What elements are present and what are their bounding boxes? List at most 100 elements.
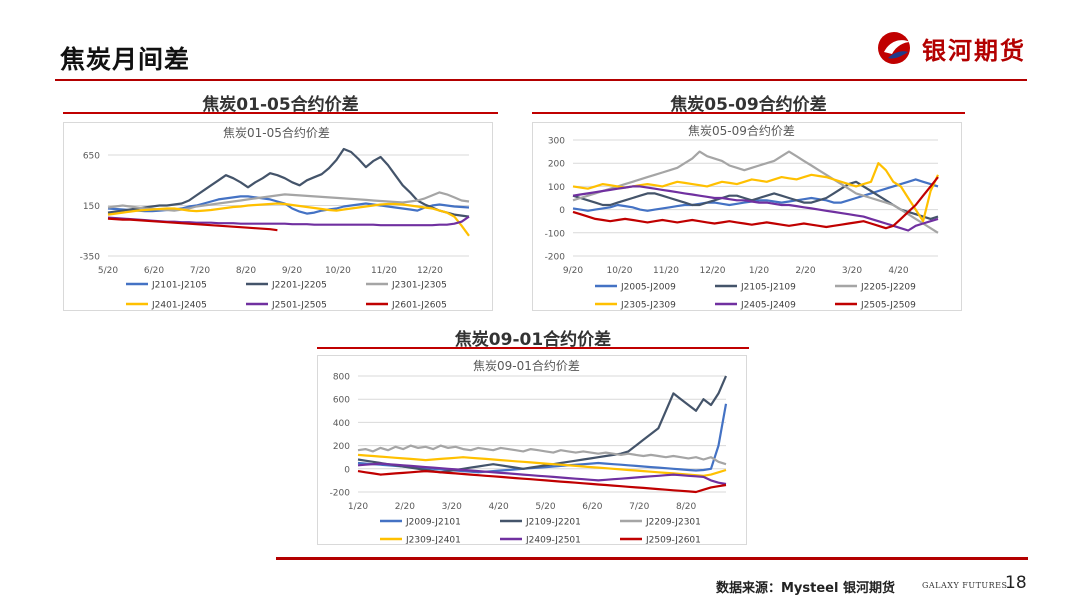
series-line-J2105-J2109 bbox=[572, 180, 939, 221]
x-tick-label: 8/20 bbox=[676, 502, 696, 512]
heading-divider bbox=[63, 112, 498, 114]
legend-label: J2305-J2309 bbox=[620, 301, 676, 311]
y-tick-label: 400 bbox=[333, 419, 350, 429]
y-tick-label: -100 bbox=[545, 229, 566, 239]
logo-text: 银河期货 bbox=[922, 37, 1026, 65]
series-line-J2205-J2209 bbox=[572, 150, 939, 234]
x-tick-label: 1/20 bbox=[749, 266, 769, 276]
x-tick-label: 10/20 bbox=[325, 266, 351, 276]
x-tick-label: 7/20 bbox=[629, 502, 649, 512]
chart-block-0901: 焦炭09-01合约价差 焦炭09-01合约价差 800 600 400 200 0 -200… bbox=[317, 323, 749, 548]
x-tick-label: 6/20 bbox=[144, 266, 164, 276]
legend-label: J2505-J2509 bbox=[860, 301, 916, 311]
footer-divider bbox=[276, 557, 1028, 560]
y-tick-label: 100 bbox=[548, 183, 565, 193]
chart-block-0105: 焦炭01-05合约价差 焦炭01-05合约价差 650 150 -350 5/20 6/2… bbox=[63, 88, 498, 313]
y-tick-label: 200 bbox=[333, 442, 350, 452]
line-chart-0509: 焦炭05-09合约价差 300 200 100 0 -100 -200 9/20 10/20 11… bbox=[545, 123, 940, 311]
chart-title: 焦炭05-09合约价差 bbox=[688, 123, 795, 138]
legend-label: J2209-J2301 bbox=[645, 518, 701, 528]
line-chart-0105: 焦炭01-05合约价差 650 150 -350 5/20 6/20 7/20 8/20 9/2… bbox=[80, 125, 470, 311]
y-tick-label: 300 bbox=[548, 137, 565, 147]
legend-label: J2401-J2405 bbox=[151, 301, 207, 311]
series-line-J2109-J2201 bbox=[357, 375, 728, 474]
legend-label: J2409-J2501 bbox=[525, 536, 581, 545]
chart-block-0509: 焦炭05-09合约价差 焦炭05-09合约价差 300 200 100 0 -100 -20… bbox=[532, 88, 965, 313]
chart-frame: 焦炭05-09合约价差 300 200 100 0 -100 -200 9/20 10/20 11… bbox=[532, 122, 962, 311]
legend-label: J2201-J2205 bbox=[271, 281, 327, 291]
source-note: 数据来源：Mysteel 银河期货 bbox=[716, 581, 895, 596]
company-logo: 银河期货 bbox=[876, 28, 1036, 68]
series-line-J2209-J2301 bbox=[357, 444, 727, 466]
x-tick-label: 8/20 bbox=[236, 266, 256, 276]
page-number: 18 bbox=[1005, 573, 1027, 593]
series-line-J2505-J2509 bbox=[572, 176, 939, 230]
heading-divider bbox=[317, 347, 749, 349]
series-line-J2409-J2501 bbox=[357, 462, 727, 485]
legend-label: J2009-J2101 bbox=[405, 518, 461, 528]
series-line-J2405-J2409 bbox=[572, 185, 939, 232]
y-tick-label: 600 bbox=[333, 396, 350, 406]
y-tick-label: 800 bbox=[333, 373, 350, 383]
legend-label: J2005-J2009 bbox=[620, 283, 676, 293]
x-tick-label: 11/20 bbox=[653, 266, 679, 276]
series-line-J2005-J2009 bbox=[572, 178, 939, 212]
y-tick-label: -200 bbox=[545, 253, 566, 263]
legend-label: J2501-J2505 bbox=[271, 301, 327, 311]
x-tick-label: 6/20 bbox=[582, 502, 602, 512]
x-tick-label: 2/20 bbox=[395, 502, 415, 512]
series-line-J2309-J2401 bbox=[357, 453, 727, 477]
title-divider bbox=[55, 79, 1027, 81]
series-line-J2509-J2601 bbox=[357, 469, 727, 494]
legend-label: J2405-J2409 bbox=[740, 301, 796, 311]
x-tick-label: 11/20 bbox=[371, 266, 397, 276]
legend-label: J2109-J2201 bbox=[525, 518, 581, 528]
x-tick-label: 5/20 bbox=[98, 266, 118, 276]
legend-label: J2601-J2605 bbox=[391, 301, 447, 311]
y-tick-label: 150 bbox=[83, 202, 100, 212]
chart-frame: 焦炭01-05合约价差 650 150 -350 5/20 6/20 7/20 8/20 9/2… bbox=[63, 122, 493, 311]
x-tick-label: 3/20 bbox=[842, 266, 862, 276]
x-tick-label: 10/20 bbox=[607, 266, 633, 276]
x-tick-label: 2/20 bbox=[795, 266, 815, 276]
line-chart-0901: 焦炭09-01合约价差 800 600 400 200 0 -200 1/20 2/20 3/20… bbox=[330, 358, 728, 545]
x-tick-label: 12/20 bbox=[700, 266, 726, 276]
legend-label: J2105-J2109 bbox=[740, 283, 796, 293]
galaxy-logo-icon bbox=[878, 32, 910, 64]
legend-label: J2101-J2105 bbox=[151, 281, 207, 291]
x-tick-label: 3/20 bbox=[442, 502, 462, 512]
x-tick-label: 4/20 bbox=[489, 502, 509, 512]
x-tick-label: 9/20 bbox=[282, 266, 302, 276]
chart-heading: 焦炭09-01合约价差 bbox=[454, 330, 612, 350]
chart-heading: 焦炭05-09合约价差 bbox=[670, 95, 827, 115]
y-tick-label: -350 bbox=[80, 253, 101, 263]
legend-label: J2509-J2601 bbox=[645, 536, 701, 545]
series-line-J2401-J2405 bbox=[107, 202, 470, 237]
series-line-J2305-J2309 bbox=[572, 162, 940, 223]
legend-label: J2301-J2305 bbox=[391, 281, 447, 291]
series-line-J2301-J2305 bbox=[107, 191, 470, 212]
x-tick-label: 12/20 bbox=[417, 266, 443, 276]
heading-divider bbox=[532, 112, 965, 114]
footer-brand: GALAXY FUTURES bbox=[922, 581, 1008, 590]
x-tick-label: 4/20 bbox=[888, 266, 908, 276]
x-tick-label: 9/20 bbox=[563, 266, 583, 276]
y-tick-label: 200 bbox=[548, 160, 565, 170]
page-title: 焦炭月间差 bbox=[60, 45, 191, 74]
chart-title: 焦炭01-05合约价差 bbox=[223, 125, 330, 140]
x-tick-label: 5/20 bbox=[535, 502, 555, 512]
series-line-J2201-J2205 bbox=[107, 147, 470, 218]
series-line-J2601-J2605 bbox=[107, 217, 278, 232]
series-line-J2009-J2101 bbox=[357, 403, 728, 474]
chart-frame: 焦炭09-01合约价差 800 600 400 200 0 -200 1/20 2/20 3/20… bbox=[317, 355, 747, 545]
x-tick-label: 7/20 bbox=[190, 266, 210, 276]
y-tick-label: 0 bbox=[344, 465, 350, 475]
legend-label: J2309-J2401 bbox=[405, 536, 461, 545]
y-tick-label: 0 bbox=[559, 206, 565, 216]
chart-title: 焦炭09-01合约价差 bbox=[473, 358, 580, 373]
legend-label: J2205-J2209 bbox=[860, 283, 916, 293]
x-tick-label: 1/20 bbox=[348, 502, 368, 512]
y-tick-label: 650 bbox=[83, 152, 100, 162]
chart-heading: 焦炭01-05合约价差 bbox=[202, 95, 359, 115]
y-tick-label: -200 bbox=[330, 489, 351, 499]
